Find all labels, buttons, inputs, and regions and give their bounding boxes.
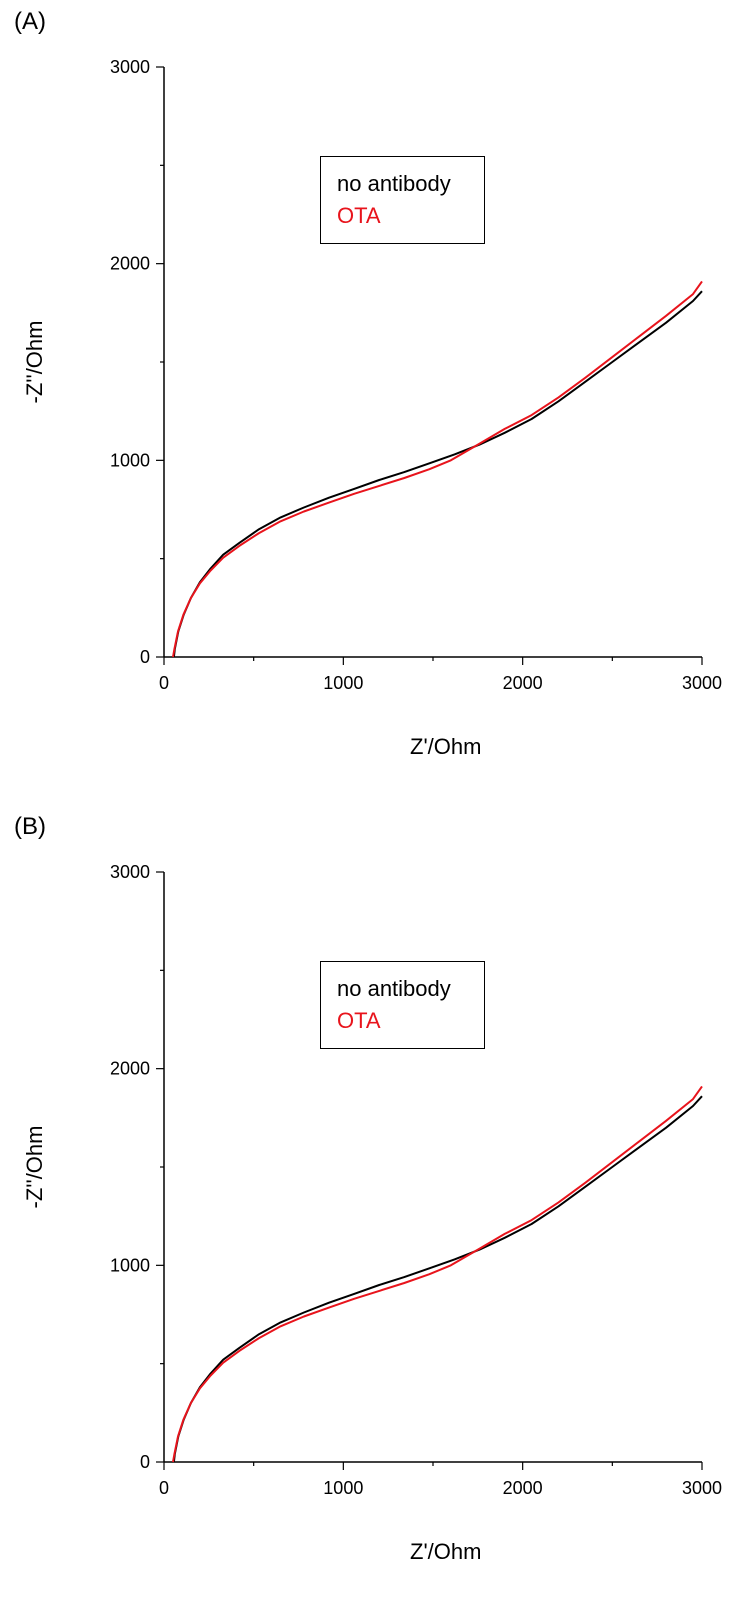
y-tick-label: 2000	[110, 254, 150, 274]
legend-item-no-antibody: no antibody	[337, 976, 451, 1001]
series-line-ota	[172, 280, 703, 658]
x-tick-label: 1000	[323, 1478, 363, 1498]
y-tick-label: 3000	[110, 862, 150, 882]
x-tick-label: 3000	[682, 1478, 722, 1498]
x-axis-label: Z'/Ohm	[410, 734, 482, 759]
panel-label: (B)	[14, 813, 46, 840]
chart-panel-a: (A) 0 1000 2000 3000 0 1000 2000 3000 -Z''/Ohm …	[0, 0, 747, 800]
y-tick-label: 1000	[110, 450, 150, 470]
y-tick-label: 0	[140, 647, 150, 667]
legend: no antibody OTA	[320, 961, 485, 1049]
legend-item-no-antibody: no antibody	[337, 171, 451, 196]
x-tick-label: 2000	[503, 1478, 543, 1498]
series-line-no-antibody	[172, 290, 703, 658]
plot-area: 0 1000 2000 3000 0 1000 2000 3000	[110, 57, 722, 693]
x-tick-label: 0	[159, 1478, 169, 1498]
y-tick-label: 3000	[110, 57, 150, 77]
legend-item-ota: OTA	[337, 1008, 381, 1033]
x-axis-label: Z'/Ohm	[410, 1539, 482, 1564]
y-tick-label: 1000	[110, 1255, 150, 1275]
x-tick-label: 0	[159, 673, 169, 693]
y-tick-label: 2000	[110, 1059, 150, 1079]
x-tick-label: 3000	[682, 673, 722, 693]
y-axis-label: -Z''/Ohm	[22, 1125, 47, 1209]
x-tick-label: 1000	[323, 673, 363, 693]
plot-area: 0 1000 2000 3000 0 1000 2000 3000	[110, 862, 722, 1498]
panel-label: (A)	[14, 8, 46, 35]
series-line-ota	[172, 1085, 703, 1463]
legend: no antibody OTA	[320, 156, 485, 244]
legend-item-ota: OTA	[337, 203, 381, 228]
y-axis-label: -Z''/Ohm	[22, 320, 47, 404]
x-tick-label: 2000	[503, 673, 543, 693]
chart-panel-b: (B) 0 1000 2000 3000 0 1000 2000 3000 -Z''/Ohm …	[0, 805, 747, 1605]
y-tick-label: 0	[140, 1452, 150, 1472]
series-line-no-antibody	[172, 1095, 703, 1463]
